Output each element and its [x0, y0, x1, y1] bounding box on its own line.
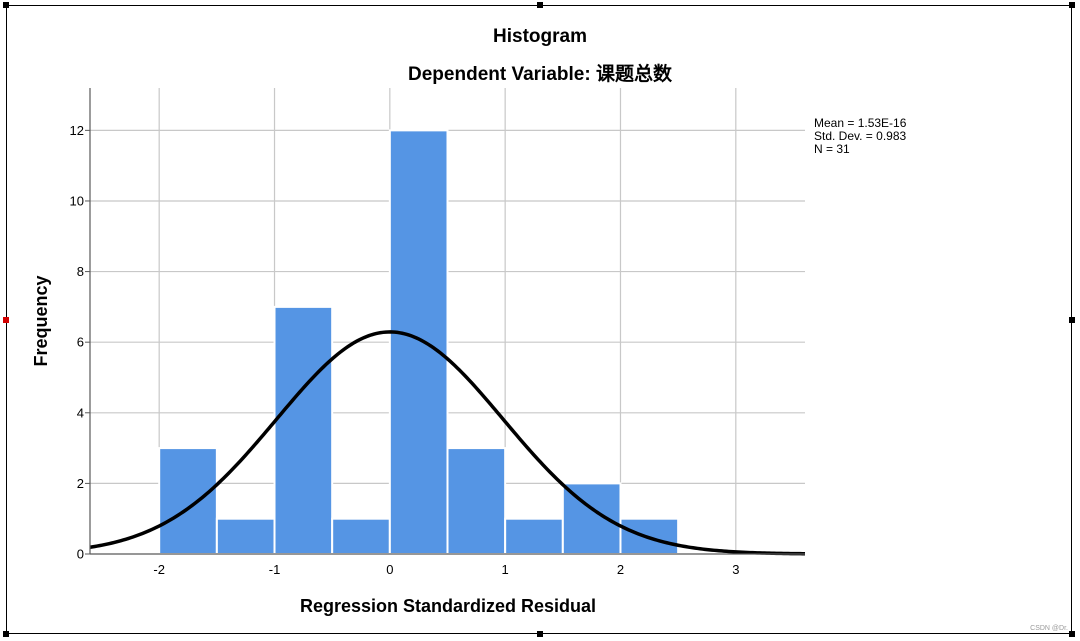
top-right-resize-handle[interactable]: [1069, 2, 1075, 8]
x-tick-label: 2: [617, 562, 624, 577]
x-tick-labels: -2 -1 0 1 2 3: [153, 562, 739, 577]
top-left-resize-handle[interactable]: [3, 2, 9, 8]
y-tick-label: 2: [77, 476, 84, 491]
watermark: CSDN @Dr.: [1030, 625, 1068, 632]
histogram-bar: [388, 129, 449, 555]
stats-mean: Mean = 1.53E-16: [814, 116, 907, 130]
histogram-bar: [158, 447, 218, 555]
histogram-bar: [215, 517, 276, 555]
x-tick-label: -2: [153, 562, 165, 577]
stats-std-dev: Std. Dev. = 0.983: [814, 129, 906, 143]
y-tick-label: 12: [70, 123, 84, 138]
top-center-resize-handle[interactable]: [537, 2, 543, 8]
stats-n: N = 31: [814, 142, 850, 156]
x-axis-label: Regression Standardized Residual: [300, 596, 596, 616]
right-center-resize-handle[interactable]: [1069, 317, 1075, 323]
histogram-bars: [158, 129, 680, 556]
left-center-resize-handle[interactable]: [3, 317, 9, 323]
normal-curve: [89, 330, 806, 556]
chart-title: Histogram: [493, 26, 587, 47]
bottom-center-resize-handle[interactable]: [537, 631, 543, 637]
chart-subtitle: Dependent Variable: 课题总数: [408, 62, 673, 85]
x-tick-label: 1: [502, 562, 509, 577]
bottom-right-resize-handle[interactable]: [1069, 631, 1075, 637]
x-tick-label: -1: [269, 562, 281, 577]
y-tick-label: 8: [77, 264, 84, 279]
histogram-bar: [504, 517, 564, 555]
y-tick-label: 6: [77, 335, 84, 350]
stats-legend: Mean = 1.53E-16 Std. Dev. = 0.983 N = 31: [814, 116, 907, 156]
x-tick-label: 3: [732, 562, 739, 577]
y-tick-label: 0: [77, 547, 84, 562]
histogram-bar: [273, 305, 334, 555]
x-tick-label: 0: [386, 562, 393, 577]
histogram-bar: [446, 447, 507, 555]
y-tick-label: 10: [70, 193, 84, 208]
y-tick-labels: 0 2 4 6 8 10 12: [70, 123, 90, 562]
axes: [89, 88, 805, 555]
y-tick-label: 4: [77, 405, 84, 420]
y-axis-label: Frequency: [31, 275, 51, 366]
histogram-bar: [331, 517, 391, 555]
bottom-left-resize-handle[interactable]: [3, 631, 9, 637]
